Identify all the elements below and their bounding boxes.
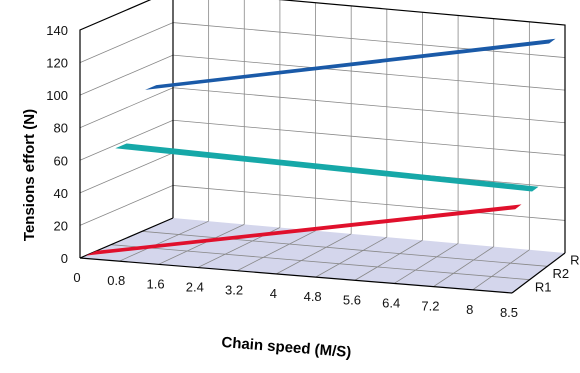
y-tick-label: 140	[46, 23, 68, 38]
x-tick-label: 8.5	[500, 305, 518, 320]
x-tick-label: 4.8	[304, 289, 322, 304]
y-tick-label: 120	[46, 56, 68, 71]
floor-gridline-x	[276, 233, 352, 275]
x-tick-label: 6.4	[382, 295, 400, 310]
z-tick-label: R2	[553, 266, 570, 281]
floor-gridline-x	[472, 249, 530, 291]
left-wall-gridline-y	[79, 152, 174, 194]
floor-gridline-x	[393, 243, 459, 284]
x-tick-label: 0.8	[107, 273, 125, 288]
x-tick-label: 7.2	[421, 299, 439, 314]
y-axis-title: Tensions effort (N)	[21, 109, 38, 241]
floor-gridline-x	[315, 236, 388, 278]
x-tick-label: 5.6	[343, 292, 361, 307]
floor-gridline-x	[236, 230, 316, 272]
left-wall-gridline-y	[79, 22, 174, 63]
back-wall-gridline-y	[172, 119, 566, 156]
left-wall-gridline-y	[79, 185, 174, 226]
frame-outline	[79, 0, 566, 258]
chart-labels: 0 20 40 60 80 100 120 140 0 0.8 1.6 2.4 3.2 4 4.8 5.6 6.…	[46, 23, 580, 320]
floor-gridline-x	[119, 220, 209, 262]
y-tick-label: 60	[54, 153, 68, 168]
floor-gridline-x	[433, 246, 494, 287]
floor-gridline-x	[158, 224, 245, 265]
back-wall-gridline-y	[172, 87, 566, 124]
y-tick-label: 100	[46, 88, 68, 103]
y-tick-label: 20	[54, 218, 68, 233]
back-wall-gridline-y	[172, 54, 566, 91]
x-tick-label: 8	[466, 302, 473, 317]
x-tick-label: 1.6	[147, 276, 165, 291]
chart-series	[85, 38, 556, 256]
left-wall-gridline-y	[79, 87, 174, 129]
series-ribbon-r2	[115, 143, 539, 192]
y-tick-label: 0	[61, 251, 68, 266]
y-tick-label: 80	[54, 121, 68, 136]
z-tick-label: R3	[570, 253, 580, 268]
chart-floor	[80, 218, 565, 293]
z-tick-label: R1	[535, 279, 552, 294]
left-wall-gridline-y	[79, 54, 174, 96]
x-tick-label: 0	[73, 270, 80, 285]
y-tick-label: 40	[54, 186, 68, 201]
x-tick-label: 4	[270, 286, 277, 301]
x-tick-label: 3.2	[225, 283, 243, 298]
x-axis-title: Chain speed (M/S)	[221, 334, 352, 361]
x-tick-label: 2.4	[186, 280, 204, 295]
floor-gridline-x	[354, 239, 423, 281]
left-wall-gridline-y	[79, 119, 174, 161]
floor-gridline-z	[110, 244, 530, 281]
series-ribbon-r1	[85, 204, 522, 256]
frame-front-edge	[79, 257, 513, 294]
frame-right-edge	[511, 252, 566, 294]
series-ribbon-r3	[145, 38, 556, 90]
back-wall-gridline-y	[172, 185, 566, 221]
back-wall-gridline-y	[172, 22, 566, 58]
chart-grid	[79, 0, 566, 250]
floor-gridline-z	[141, 230, 548, 267]
